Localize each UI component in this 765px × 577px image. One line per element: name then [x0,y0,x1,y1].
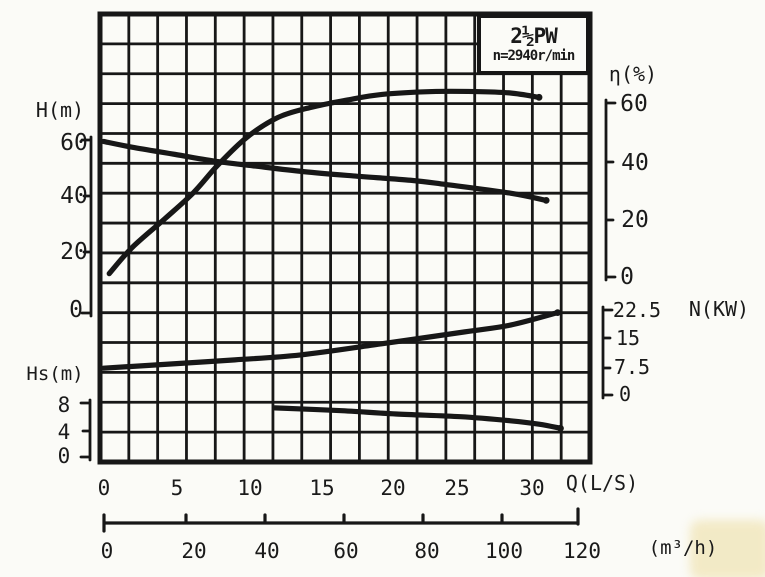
hs-axis-tick-8: 8 [57,393,71,417]
m3h-axis-tick-60: 60 [333,539,359,563]
q-axis-tick-15: 15 [309,476,335,500]
h-axis-tick-20: 20 [60,239,88,265]
head-curve-H-Q-end [542,196,550,204]
m3h-axis-line [102,507,580,533]
power-curve-N-Q [100,309,561,371]
m3h-axis-tick-20: 20 [181,539,207,563]
power-curve-N-Q-end [554,309,562,316]
suction-curve-Hs-Q-end [557,424,564,432]
m3h-axis-tick-120: 120 [563,539,601,563]
pump-model-label: 2½PW [510,24,558,48]
hs-axis-tick-4: 4 [57,420,71,444]
suction-curve-Hs-Q [272,405,564,431]
efficiency-curve-eta-Q [106,88,542,277]
h-axis-tick-0: 0 [69,297,83,323]
h-axis-title: H(m) [35,98,85,122]
pump-model-box: 2½PW n=2940r/min [477,14,590,75]
h-axis-tick-60: 60 [60,130,88,156]
m3h-axis-tick-100: 100 [485,539,523,563]
scan-stain [690,520,765,577]
m3h-axis-title: (m³/h) [648,537,718,559]
q-axis-title: Q(L/S) [565,471,639,495]
h-axis-tick-40: 40 [60,183,88,209]
plot-border [97,11,593,465]
grid-lines [98,12,592,464]
eta-axis-tick-60: 60 [620,91,648,117]
efficiency-curve-eta-Q-end [535,93,543,101]
n-axis-bracket [601,305,614,400]
hs-axis-tick-0: 0 [57,444,71,468]
q-axis-tick-10: 10 [237,476,263,500]
eta-axis-tick-20: 20 [621,207,649,233]
eta-axis-tick-40: 40 [621,150,649,176]
m3h-axis-tick-40: 40 [254,539,280,563]
n-axis-tick-0: 0 [618,382,632,406]
eta-axis-tick-0: 0 [620,264,634,290]
q-axis-tick-0: 0 [97,476,111,500]
h-axis-bracket [80,135,93,318]
n-axis-tick-15: 15 [615,326,641,350]
eta-axis-bracket [604,98,617,282]
n-axis-title: N(KW) [688,297,750,321]
q-axis-tick-25: 25 [444,476,470,500]
m3h-axis-tick-80: 80 [414,539,440,563]
pump-speed-label: n=2940r/min [492,48,576,64]
n-axis-tick-22-5: 22.5 [612,298,662,322]
hs-axis-bracket [79,398,92,462]
q-axis-tick-20: 20 [380,476,406,500]
eta-axis-title: η(%) [608,62,658,86]
m3h-axis-tick-0: 0 [100,539,114,563]
head-curve-H-Q [100,138,549,203]
hs-axis-title: Hs(m) [26,363,84,385]
n-axis-tick-7-5: 7.5 [613,355,651,379]
q-axis-tick-5: 5 [170,476,184,500]
q-axis-tick-30: 30 [519,476,545,500]
